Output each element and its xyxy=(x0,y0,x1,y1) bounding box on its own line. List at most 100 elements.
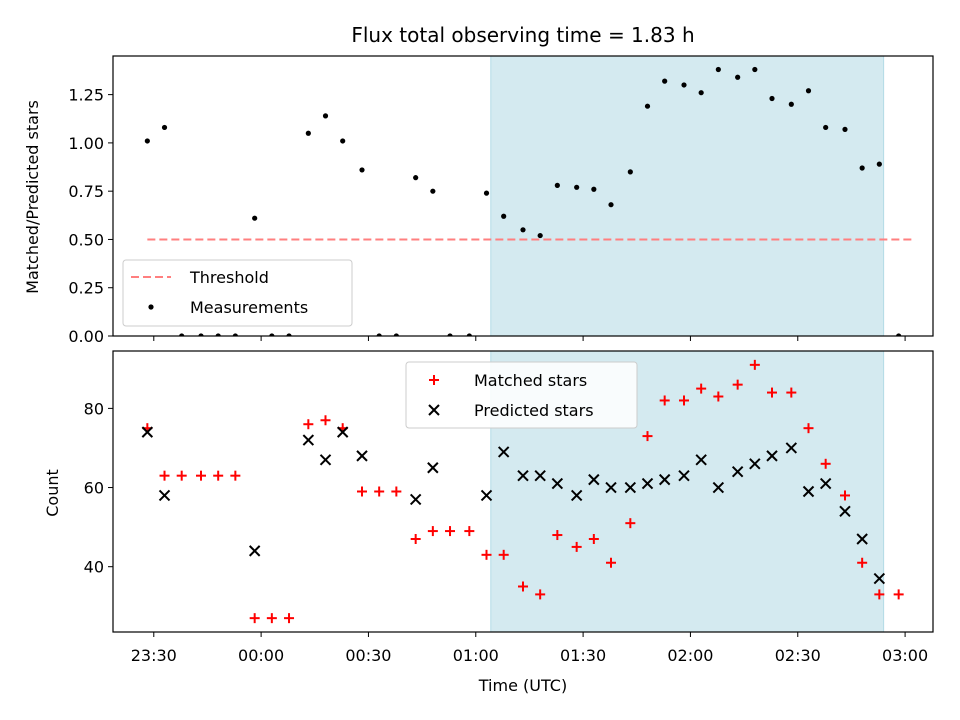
matched-star-point xyxy=(176,470,187,481)
marker-stroke xyxy=(248,545,261,557)
marker-stroke xyxy=(570,489,583,502)
matched-star-point xyxy=(857,557,868,568)
marker-stroke xyxy=(856,533,868,545)
measurement-point xyxy=(340,138,346,144)
matched-star-point xyxy=(518,581,528,592)
y-tick-label: 1.25 xyxy=(68,86,104,105)
predicted-star-point xyxy=(302,434,315,446)
predicted-star-point xyxy=(695,454,707,466)
predicted-star-point xyxy=(517,469,529,482)
predicted-star-point xyxy=(641,477,654,490)
marker-stroke xyxy=(497,446,510,458)
measurement-point xyxy=(305,130,311,136)
matched-star-point xyxy=(625,518,636,529)
predicted-star-point xyxy=(731,466,744,478)
matched-star-point xyxy=(159,470,170,481)
predicted-star-point xyxy=(658,473,671,486)
predicted-star-point xyxy=(624,481,637,494)
legend-box xyxy=(122,259,353,327)
marker-stroke xyxy=(749,458,761,470)
matched-star-point xyxy=(445,526,456,537)
measurement-point xyxy=(466,333,472,336)
measurement-point xyxy=(805,88,812,94)
marker-stroke xyxy=(319,454,332,466)
predicted-star-point xyxy=(588,473,600,486)
marker-stroke xyxy=(336,426,349,438)
matched-star-point xyxy=(213,470,224,481)
measurement-point xyxy=(769,95,775,102)
matched-star-point xyxy=(678,395,689,406)
legend-top: Threshold Measurements xyxy=(122,259,353,327)
predicted-star-point xyxy=(605,481,617,494)
measurement-point xyxy=(520,227,526,233)
matched-star-point xyxy=(266,613,277,624)
matched-star-point xyxy=(659,395,670,406)
matched-star-point xyxy=(196,470,207,481)
marker-stroke xyxy=(356,450,368,462)
x-tick-label: 01:30 xyxy=(560,646,606,665)
measurement-point xyxy=(681,82,687,88)
x-tick-label: 00:30 xyxy=(345,646,391,665)
x-tick-label: 00:00 xyxy=(238,646,284,665)
measurement-point xyxy=(788,101,794,107)
y-tick-label: 0.50 xyxy=(68,230,104,249)
marker-stroke xyxy=(624,481,637,494)
legend-predicted-label: Predicted stars xyxy=(474,401,594,420)
y-tick-label: 1.00 xyxy=(68,134,104,153)
marker-stroke xyxy=(302,434,315,446)
matched-star-point xyxy=(571,541,582,552)
legend-box xyxy=(405,361,638,429)
marker-stroke xyxy=(158,489,171,502)
legend-predicted-swatch xyxy=(428,404,440,416)
matched-star-point xyxy=(552,530,563,541)
matched-star-point xyxy=(357,486,368,497)
matched-star-point xyxy=(588,533,599,544)
predicted-star-point xyxy=(678,469,690,482)
legend-threshold-label: Threshold xyxy=(189,268,269,287)
measurement-point xyxy=(198,333,204,336)
predicted-star-point xyxy=(712,481,725,494)
matched-star-point xyxy=(320,415,331,426)
bottom-y-axis-label: Count xyxy=(43,469,62,517)
measurement-point xyxy=(537,232,543,239)
matched-star-point xyxy=(391,486,402,497)
matched-star-point xyxy=(713,391,724,402)
predicted-star-point xyxy=(749,458,761,470)
data-markers xyxy=(141,359,904,624)
top-y-axis-label: Matched/Predicted stars xyxy=(23,100,42,294)
y-tick-label: 0.75 xyxy=(68,182,104,201)
axes-frame xyxy=(112,350,934,633)
measurement-point xyxy=(447,333,453,336)
measurement-point xyxy=(823,124,829,131)
measurement-point xyxy=(715,66,721,73)
marker-stroke xyxy=(873,572,886,585)
predicted-star-point xyxy=(766,450,778,462)
predicted-star-point xyxy=(570,489,583,502)
predicted-star-point xyxy=(319,454,332,466)
predicted-star-point xyxy=(497,446,510,458)
marker-stroke xyxy=(551,477,564,490)
predicted-star-point xyxy=(873,572,886,585)
matched-star-point xyxy=(732,379,743,390)
predicted-star-point xyxy=(427,462,439,474)
y-tick-label: 60 xyxy=(84,479,104,498)
marker-stroke xyxy=(641,477,654,490)
predicted-star-point xyxy=(141,426,154,438)
predicted-star-point xyxy=(856,533,868,545)
matched-star-point xyxy=(464,526,475,537)
marker-stroke xyxy=(409,493,422,506)
matched-star-point xyxy=(606,557,617,568)
marker-stroke xyxy=(658,473,671,486)
y-tick-label: 80 xyxy=(84,399,104,418)
measurement-point xyxy=(896,333,902,336)
predicted-star-point xyxy=(819,477,832,490)
measurement-point xyxy=(644,103,651,109)
matched-star-point xyxy=(642,431,653,442)
measurement-point xyxy=(252,215,258,221)
measurement-point xyxy=(413,175,419,181)
measurement-point xyxy=(286,333,292,336)
x-tick-label: 01:00 xyxy=(453,646,499,665)
x-tick-label: 03:00 xyxy=(882,646,928,665)
